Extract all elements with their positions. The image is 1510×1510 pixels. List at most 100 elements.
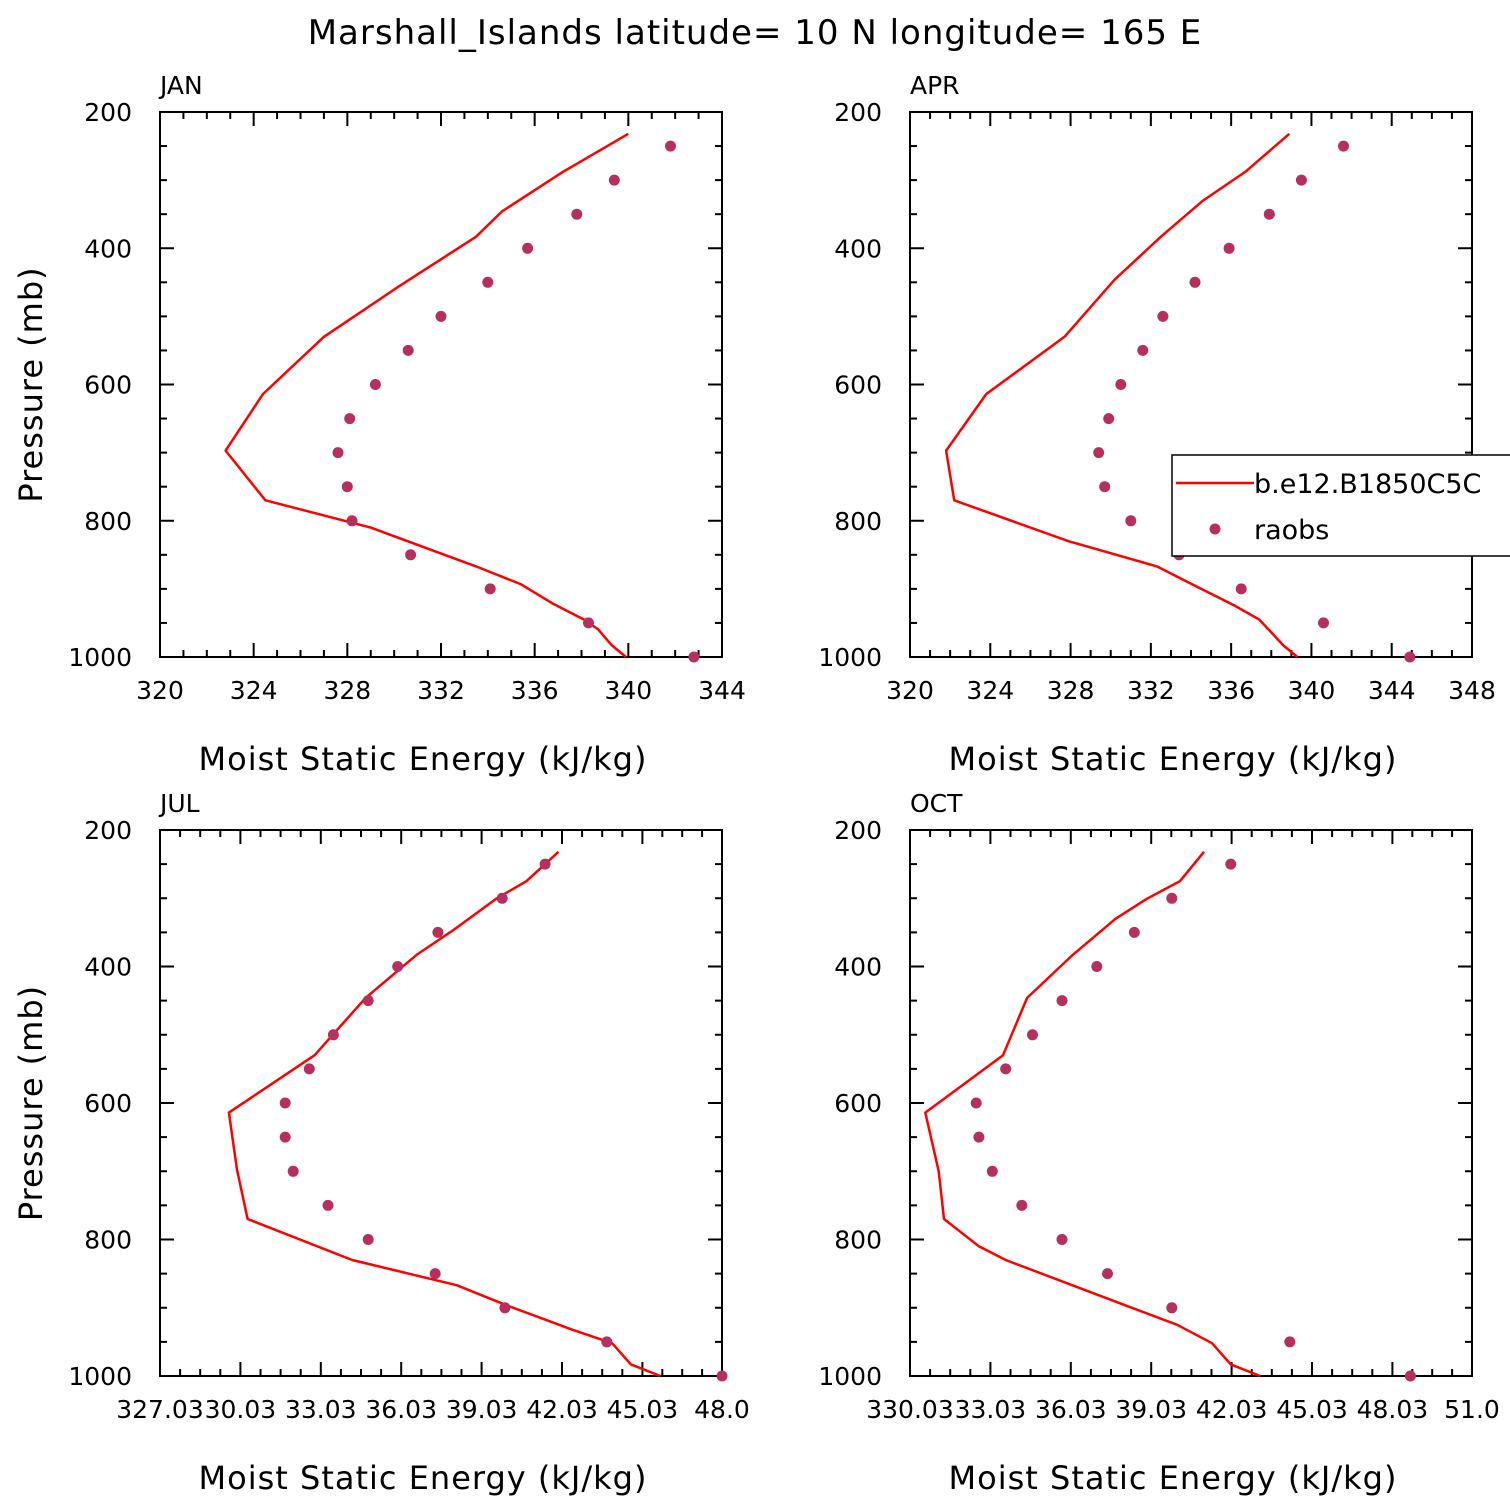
x-axis-label: Moist Static Energy (kJ/kg)	[199, 1459, 648, 1497]
x-tick-label: 36.03	[1035, 1395, 1107, 1424]
x-tick-label: 336	[1207, 676, 1255, 705]
raobs-point	[973, 1131, 985, 1143]
raobs-point	[1115, 379, 1127, 390]
x-tick-label: 332	[1127, 676, 1175, 705]
raobs-point	[522, 242, 534, 254]
raobs-point	[429, 1268, 441, 1280]
y-tick-label: 800	[834, 1226, 882, 1255]
x-tick-label: 48.0	[694, 1395, 750, 1424]
raobs-point	[1125, 515, 1137, 527]
raobs-point	[688, 651, 700, 663]
x-tick-label: 39.03	[1115, 1395, 1187, 1424]
y-tick-label: 600	[834, 371, 882, 400]
raobs-point	[539, 858, 551, 870]
raobs-point	[482, 276, 494, 288]
y-tick-label: 400	[84, 953, 132, 982]
raobs-point	[1263, 208, 1275, 220]
x-tick-label: 42.03	[1196, 1395, 1268, 1424]
x-tick-label: 328	[1047, 676, 1095, 705]
raobs-point	[1099, 481, 1111, 493]
y-tick-label: 1000	[68, 643, 132, 672]
raobs-point	[279, 1097, 291, 1109]
raobs-point	[1016, 1199, 1028, 1211]
raobs-point	[1027, 1029, 1038, 1041]
x-tick-label: 344	[698, 676, 746, 705]
model-line	[944, 132, 1299, 658]
x-tick-label: 33.03	[285, 1395, 357, 1424]
raobs-point	[1093, 447, 1105, 459]
y-tick-label: 200	[834, 816, 882, 845]
raobs-point	[1056, 1234, 1068, 1245]
x-tick-label: 33.03	[955, 1395, 1027, 1424]
raobs-point	[1404, 1370, 1416, 1382]
raobs-point	[665, 140, 676, 152]
y-axis-label: Pressure (mb)	[12, 266, 50, 502]
y-axis-label: Pressure (mb)	[12, 985, 50, 1221]
legend-entry: raobs	[1254, 515, 1329, 546]
x-tick-label: 327.03	[116, 1395, 203, 1424]
model-line	[924, 851, 1261, 1378]
raobs-point	[601, 1336, 613, 1348]
legend-box	[1171, 454, 1510, 557]
legend-entry: b.e12.B1850C5C	[1254, 469, 1481, 500]
raobs-point	[1137, 344, 1149, 356]
x-tick-label: 42.03	[526, 1395, 598, 1424]
x-tick-label: 320	[886, 676, 934, 705]
raobs-point	[1056, 995, 1068, 1007]
x-axis-label: Moist Static Energy (kJ/kg)	[199, 740, 648, 778]
raobs-point	[346, 515, 358, 527]
raobs-point	[432, 926, 444, 938]
x-tick-label: 348	[1448, 676, 1496, 705]
panel-oct: OCT 330.03 33.03 36.03 39.03 42.03 45.03 48.03 5…	[818, 789, 1499, 1497]
raobs-point	[405, 549, 417, 561]
raobs-point	[435, 310, 447, 322]
raobs-point	[1091, 961, 1103, 972]
y-tick-label: 600	[834, 1089, 882, 1118]
y-tick-label: 800	[834, 507, 882, 536]
x-tick-label: 320	[136, 676, 184, 705]
panel-apr: APR 320 324 328 332 336 340 344 348 200 400 600 800 1…	[818, 71, 1510, 778]
raobs-point	[362, 995, 374, 1007]
raobs-point	[1166, 892, 1178, 904]
y-tick-label: 200	[84, 816, 132, 845]
raobs-point	[1284, 1336, 1296, 1348]
y-tick-label: 400	[84, 234, 132, 263]
x-tick-label: 45.03	[607, 1395, 679, 1424]
y-tick-label: 400	[834, 953, 882, 982]
x-tick-label: 30.03	[205, 1395, 277, 1424]
x-tick-label: 330.03	[866, 1395, 953, 1424]
raobs-point	[327, 1029, 339, 1041]
raobs-point	[1235, 583, 1247, 595]
raobs-point	[287, 1165, 299, 1177]
x-axis-label: Moist Static Energy (kJ/kg)	[949, 1459, 1398, 1497]
raobs-point	[392, 961, 404, 972]
raobs-point	[1000, 1063, 1012, 1075]
raobs-point	[986, 1165, 998, 1177]
panel-jul: JUL 327.03 30.03 33.03 36.03 39.03 42.03 45.03 4…	[12, 789, 750, 1497]
x-tick-label: 324	[230, 676, 278, 705]
raobs-point	[369, 379, 381, 390]
model-line	[227, 850, 661, 1378]
x-tick-label: 48.03	[1357, 1395, 1429, 1424]
y-tick-label: 1000	[818, 1362, 882, 1391]
raobs-point	[332, 447, 344, 459]
model-line	[224, 132, 629, 658]
raobs-point	[322, 1199, 334, 1211]
y-tick-label: 800	[84, 1226, 132, 1255]
x-tick-label: 340	[1288, 676, 1336, 705]
x-tick-label: 336	[511, 676, 559, 705]
y-tick-label: 1000	[68, 1362, 132, 1391]
raobs-point	[1223, 242, 1235, 254]
x-tick-label: 45.03	[1276, 1395, 1348, 1424]
figure-title: Marshall_Islands latitude= 10 N longitud…	[308, 13, 1203, 53]
raobs-point	[1189, 276, 1201, 288]
raobs-point	[970, 1097, 982, 1109]
y-tick-label: 800	[84, 507, 132, 536]
raobs-point	[362, 1234, 374, 1245]
plot-frame	[909, 111, 1473, 658]
y-tick-label: 200	[834, 98, 882, 127]
raobs-point	[583, 617, 594, 629]
raobs-point	[499, 1302, 511, 1314]
raobs-point	[716, 1370, 728, 1382]
x-axis-label: Moist Static Energy (kJ/kg)	[949, 740, 1398, 778]
